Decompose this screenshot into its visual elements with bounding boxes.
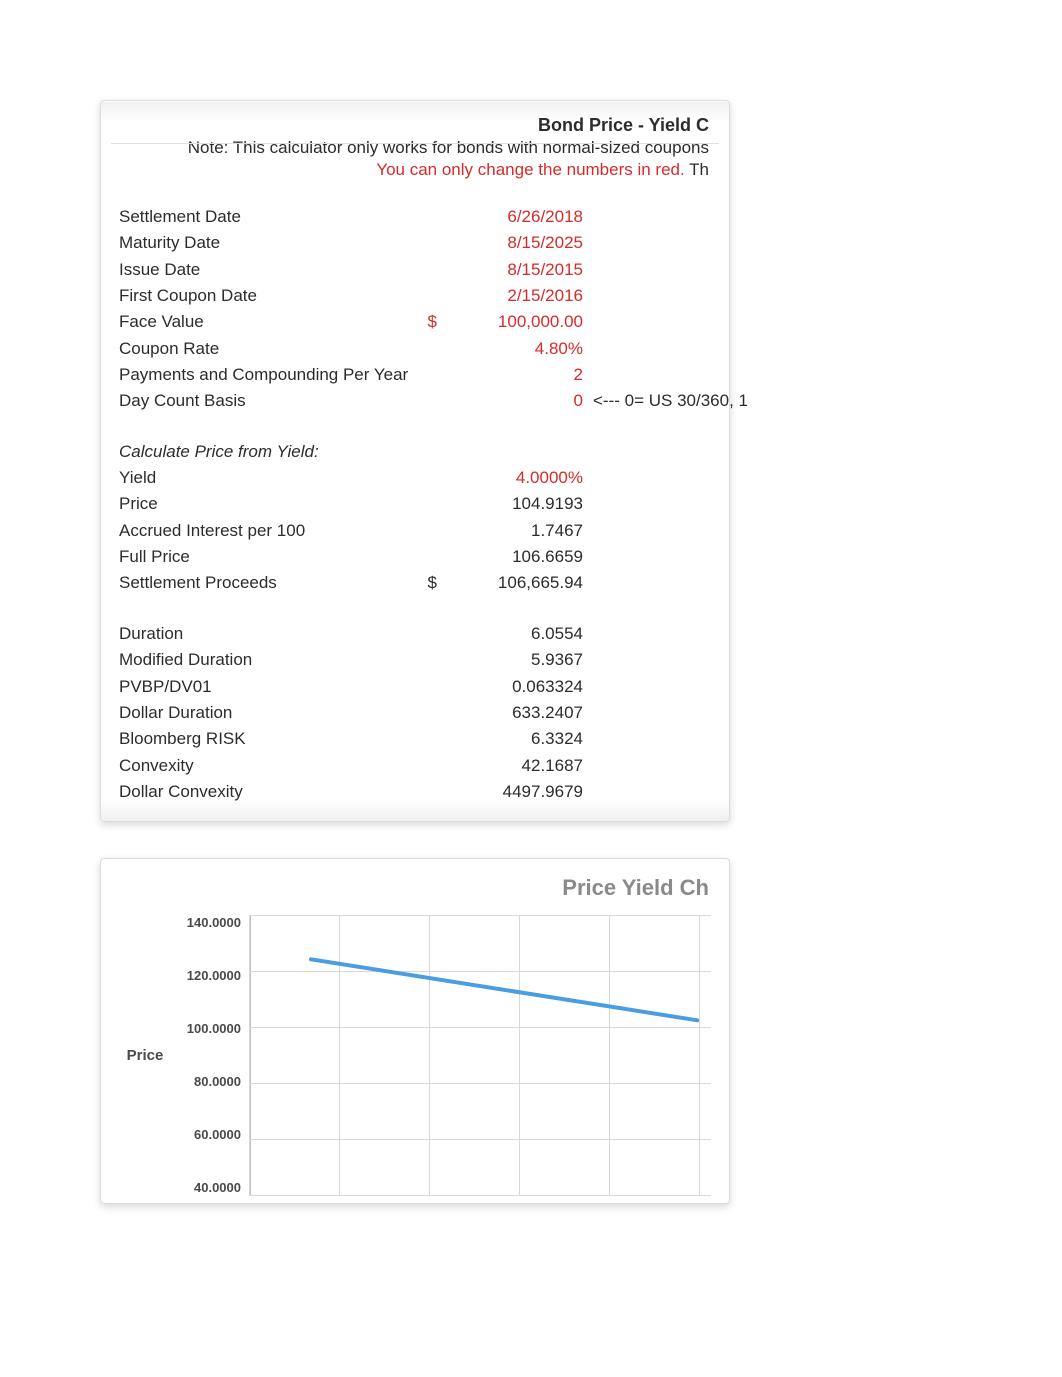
trailing-text: Th bbox=[685, 160, 709, 179]
gridline-h bbox=[249, 915, 711, 916]
y-tick-label: 140.0000 bbox=[187, 915, 241, 930]
risk-block: Duration6.0554Modified Duration5.9367PVB… bbox=[119, 621, 711, 805]
bond-calculator-panel: Bond Price - Yield C Note: This calculat… bbox=[100, 100, 730, 822]
field-value: 42.1687 bbox=[443, 753, 589, 779]
field-label: Yield bbox=[119, 465, 419, 491]
table-row: Full Price 106.6659 bbox=[119, 544, 711, 570]
gridline-v bbox=[429, 915, 430, 1195]
field-label: First Coupon Date bbox=[119, 283, 419, 309]
field-label: Maturity Date bbox=[119, 230, 419, 256]
table-row: Dollar Convexity 4497.9679 bbox=[119, 779, 711, 805]
y-tick-label: 60.0000 bbox=[194, 1127, 241, 1142]
field-value: 0.063324 bbox=[443, 674, 589, 700]
table-row: Settlement Proceeds$106,665.94 bbox=[119, 570, 711, 596]
field-label: Bloomberg RISK bbox=[119, 726, 419, 752]
gridline-h bbox=[249, 1195, 711, 1196]
field-value: 4497.9679 bbox=[443, 779, 589, 805]
field-value: 6.0554 bbox=[443, 621, 589, 647]
gridline-v bbox=[609, 915, 610, 1195]
chart-panel: Price Yield Ch Price 140.0000 120.0000 100… bbox=[100, 858, 730, 1204]
table-row: Convexity 42.1687 bbox=[119, 753, 711, 779]
field-label: PVBP/DV01 bbox=[119, 674, 419, 700]
field-value: 633.2407 bbox=[443, 700, 589, 726]
field-label: Face Value bbox=[119, 309, 419, 335]
table-row: Price 104.9193 bbox=[119, 491, 711, 517]
panel-title: Bond Price - Yield C bbox=[119, 115, 711, 136]
field-label: Modified Duration bbox=[119, 647, 419, 673]
table-row: Day Count Basis0 <--- 0= US 30/360, 1 bbox=[119, 388, 711, 414]
calc-block: Calculate Price from Yield: Yield 4.0000%… bbox=[119, 439, 711, 597]
field-value[interactable]: 4.80% bbox=[443, 336, 589, 362]
field-label: Accrued Interest per 100 bbox=[119, 518, 419, 544]
chart-body: Price 140.0000 120.0000 100.0000 80.0000 60.… bbox=[119, 915, 711, 1195]
field-label: Convexity bbox=[119, 753, 419, 779]
table-row: Duration 6.0554 bbox=[119, 621, 711, 647]
field-value: 5.9367 bbox=[443, 647, 589, 673]
field-label: Settlement Proceeds bbox=[119, 570, 419, 596]
table-row: First Coupon Date 2/15/2016 bbox=[119, 283, 711, 309]
field-label: Dollar Duration bbox=[119, 700, 419, 726]
table-row: Maturity Date 8/15/2025 bbox=[119, 230, 711, 256]
calc-header: Calculate Price from Yield: bbox=[119, 439, 419, 465]
y-axis-label: Price bbox=[119, 915, 171, 1195]
table-row: Face Value$100,000.00 bbox=[119, 309, 711, 335]
field-value: 106.6659 bbox=[443, 544, 589, 570]
price-yield-series bbox=[309, 957, 700, 1023]
panel-note: Note: This calculator only works for bon… bbox=[119, 138, 711, 158]
field-value: 104.9193 bbox=[443, 491, 589, 517]
field-value: 106,665.94 bbox=[443, 570, 589, 596]
field-label: Full Price bbox=[119, 544, 419, 570]
field-label: Duration bbox=[119, 621, 419, 647]
field-value[interactable]: 8/15/2015 bbox=[443, 257, 589, 283]
table-row: Accrued Interest per 100 1.7467 bbox=[119, 518, 711, 544]
y-tick-label: 100.0000 bbox=[187, 1021, 241, 1036]
gridline-v bbox=[699, 915, 700, 1195]
y-tick-label: 120.0000 bbox=[187, 968, 241, 983]
field-value[interactable]: 0 bbox=[443, 388, 589, 414]
plot-area bbox=[249, 915, 711, 1195]
table-row: Bloomberg RISK 6.3324 bbox=[119, 726, 711, 752]
table-row: Settlement Date 6/26/2018 bbox=[119, 204, 711, 230]
currency-symbol: $ bbox=[419, 309, 443, 335]
table-row: Yield 4.0000% bbox=[119, 465, 711, 491]
field-value[interactable]: 100,000.00 bbox=[443, 309, 589, 335]
y-axis-ticks: 140.0000 120.0000 100.0000 80.0000 60.0000 40… bbox=[171, 915, 249, 1195]
table-row: PVBP/DV01 0.063324 bbox=[119, 674, 711, 700]
editable-note: You can only change the numbers in red. bbox=[376, 160, 684, 179]
table-row: Payments and Compounding Per Year 2 bbox=[119, 362, 711, 388]
field-value[interactable]: 2/15/2016 bbox=[443, 283, 589, 309]
currency-symbol: $ bbox=[419, 570, 443, 596]
field-value[interactable]: 8/15/2025 bbox=[443, 230, 589, 256]
field-label: Price bbox=[119, 491, 419, 517]
gridline-h bbox=[249, 1139, 711, 1140]
gridline-h bbox=[249, 1083, 711, 1084]
gridline-h bbox=[249, 1027, 711, 1028]
inputs-block: Settlement Date 6/26/2018 Maturity Date 8/1… bbox=[119, 204, 711, 415]
field-extra: <--- 0= US 30/360, 1 bbox=[589, 388, 748, 414]
field-value[interactable]: 2 bbox=[443, 362, 589, 388]
table-row: Dollar Duration 633.2407 bbox=[119, 700, 711, 726]
field-value: 1.7467 bbox=[443, 518, 589, 544]
gridline-v bbox=[249, 915, 250, 1195]
panel-red-note: You can only change the numbers in red. … bbox=[119, 160, 711, 180]
field-value[interactable]: 4.0000% bbox=[443, 465, 589, 491]
field-value[interactable]: 6/26/2018 bbox=[443, 204, 589, 230]
y-tick-label: 80.0000 bbox=[194, 1074, 241, 1089]
table-row: Coupon Rate 4.80% bbox=[119, 336, 711, 362]
y-tick-label: 40.0000 bbox=[194, 1180, 241, 1195]
gridline-h bbox=[249, 971, 711, 972]
chart-title: Price Yield Ch bbox=[119, 875, 711, 901]
field-value: 6.3324 bbox=[443, 726, 589, 752]
field-label: Dollar Convexity bbox=[119, 779, 419, 805]
field-label: Settlement Date bbox=[119, 204, 419, 230]
field-label: Payments and Compounding Per Year bbox=[119, 362, 419, 388]
table-row: Modified Duration 5.9367 bbox=[119, 647, 711, 673]
field-label: Coupon Rate bbox=[119, 336, 419, 362]
field-label: Issue Date bbox=[119, 257, 419, 283]
table-row: Issue Date 8/15/2015 bbox=[119, 257, 711, 283]
gridline-v bbox=[339, 915, 340, 1195]
field-label: Day Count Basis bbox=[119, 388, 419, 414]
gridline-v bbox=[519, 915, 520, 1195]
